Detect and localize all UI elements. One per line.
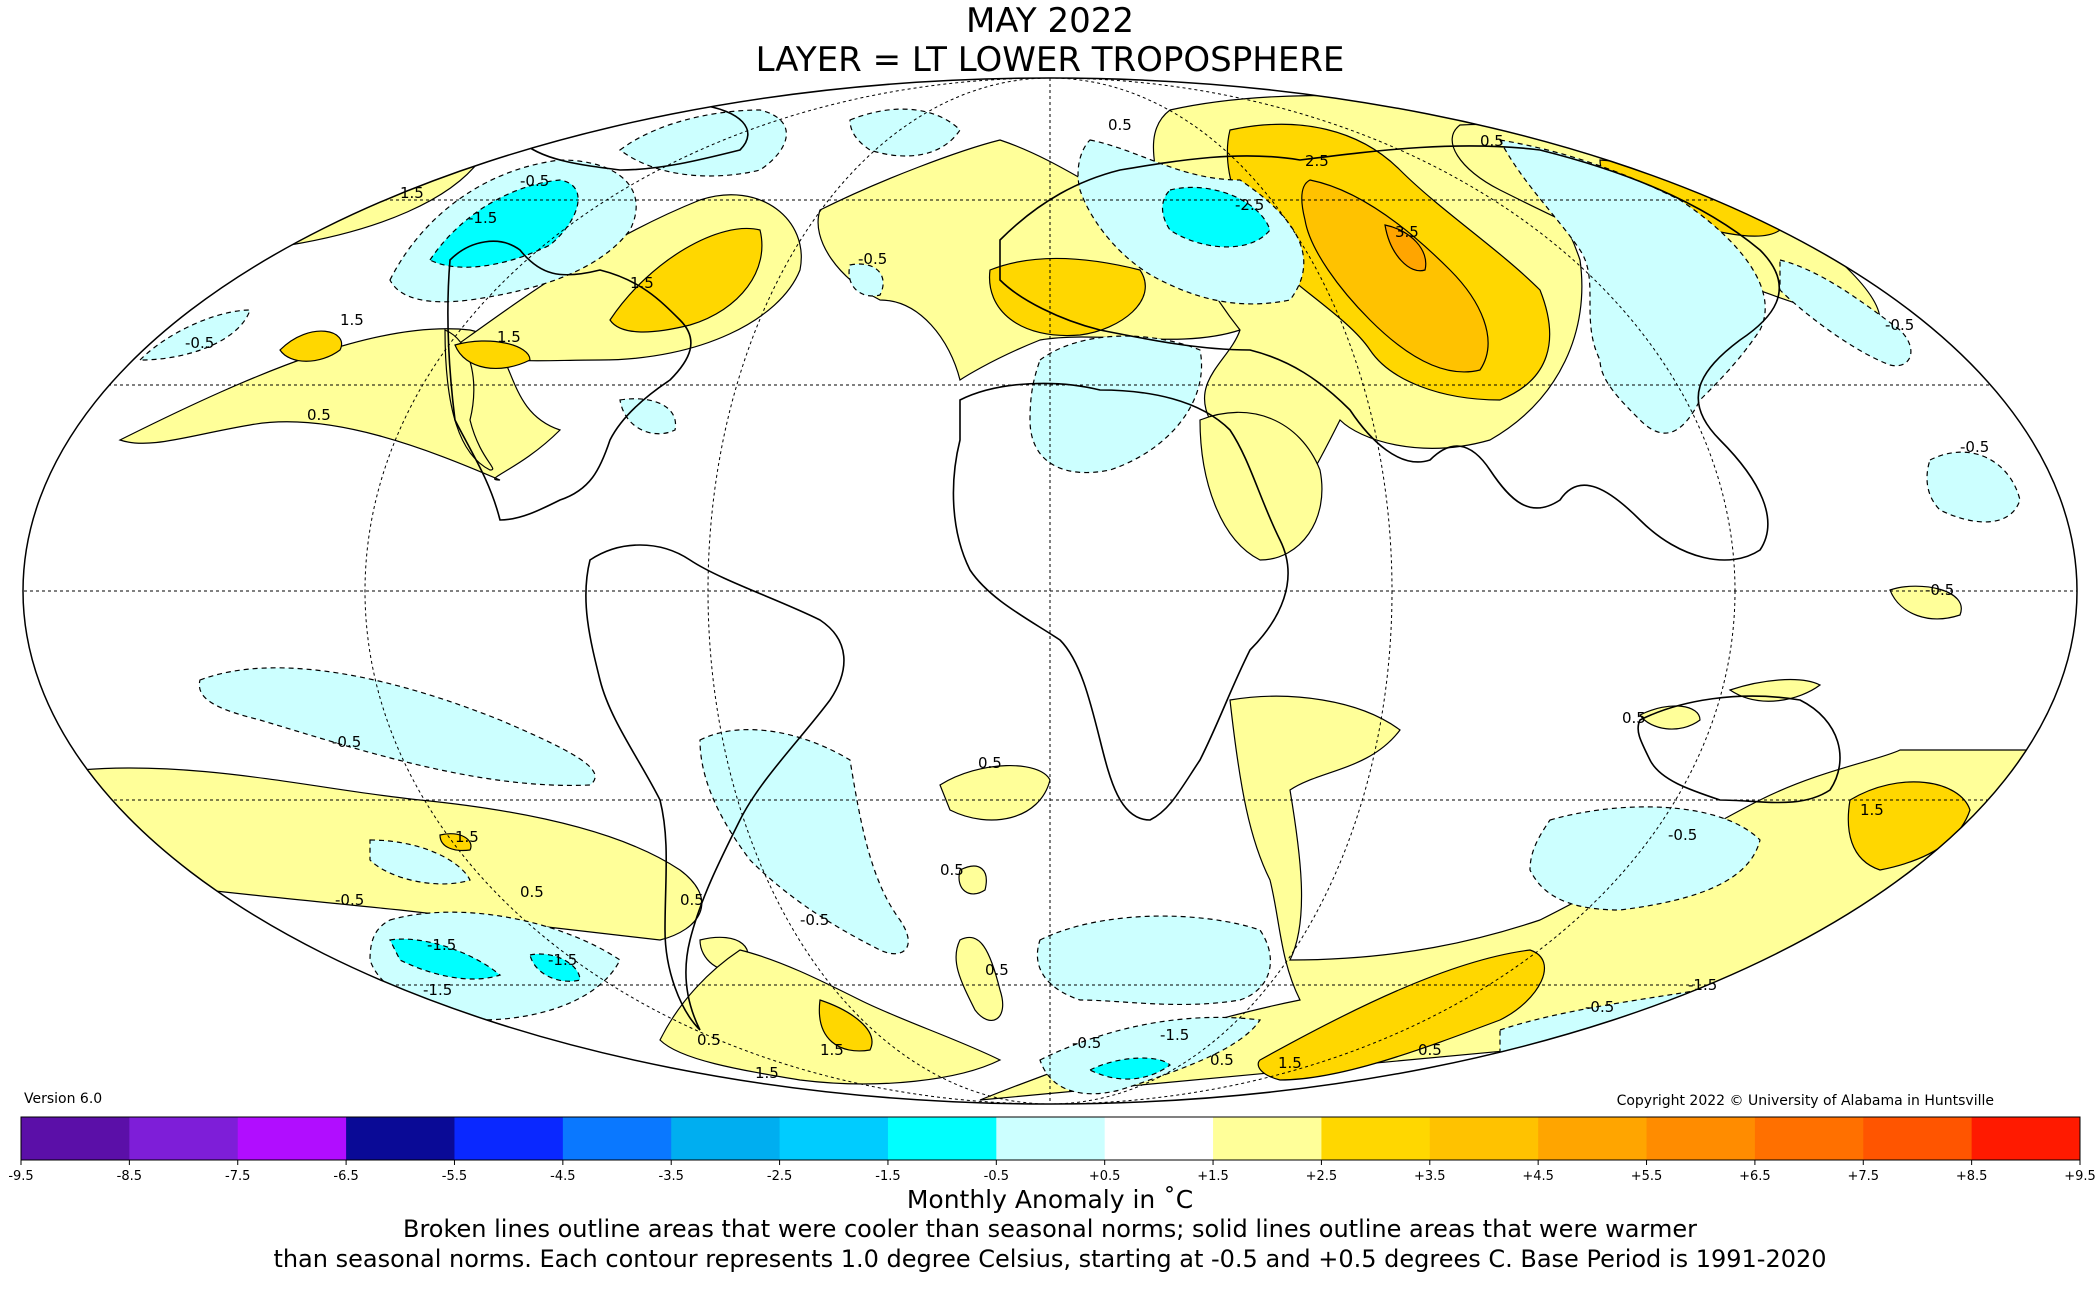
colorbar-tick-label: -3.5 <box>659 1169 684 1184</box>
version-label: Version 6.0 <box>24 1091 103 1107</box>
svg-text:1.5: 1.5 <box>755 1064 779 1082</box>
colorbar-tick-label: -9.5 <box>8 1169 33 1184</box>
colorbar-swatch <box>1863 1117 1973 1160</box>
colorbar-swatch <box>1971 1117 2081 1160</box>
colorbar-tick-label: -7.5 <box>225 1169 250 1184</box>
colorbar-tick-label: -0.5 <box>984 1169 1009 1184</box>
svg-text:-0.5: -0.5 <box>520 172 549 190</box>
colorbar-tick-label: +6.5 <box>1739 1169 1771 1184</box>
svg-text:-0.5: -0.5 <box>1585 998 1614 1016</box>
svg-text:1.5: 1.5 <box>340 311 364 329</box>
svg-text:-0.5: -0.5 <box>858 250 887 268</box>
colorbar-swatch <box>21 1117 130 1160</box>
colorbar-swatch <box>237 1117 347 1160</box>
colorbar-swatch <box>1538 1117 1648 1160</box>
globe-outline <box>22 77 2078 1105</box>
svg-text:0.5: 0.5 <box>307 406 331 424</box>
colorbar-swatch <box>1104 1117 1214 1160</box>
svg-text:-0.5: -0.5 <box>1668 826 1697 844</box>
svg-text:-1.5: -1.5 <box>423 981 452 999</box>
colorbar-tick-label: -4.5 <box>550 1169 575 1184</box>
svg-text:-0.5: -0.5 <box>800 911 829 929</box>
svg-text:3.5: 3.5 <box>1395 223 1419 241</box>
svg-text:-0.5: -0.5 <box>1072 1034 1101 1052</box>
svg-text:1.5: 1.5 <box>400 184 424 202</box>
svg-text:0.5: 0.5 <box>520 883 544 901</box>
colorbar-tick-label: +5.5 <box>1631 1169 1663 1184</box>
svg-text:0.5: 0.5 <box>1480 132 1504 150</box>
svg-text:0.5: 0.5 <box>978 754 1002 772</box>
colorbar-swatches <box>20 1116 2081 1161</box>
copyright-label: Copyright 2022 © University of Alabama i… <box>1616 1093 1994 1109</box>
colorbar-swatch <box>1754 1117 1864 1160</box>
svg-text:-0.5: -0.5 <box>185 334 214 352</box>
svg-text:0.5: 0.5 <box>985 961 1009 979</box>
svg-text:-0.5: -0.5 <box>1960 438 1989 456</box>
cool-anomaly-regions <box>138 108 2051 1101</box>
svg-text:1.5: 1.5 <box>1860 801 1884 819</box>
note-line-2: than seasonal norms. Each contour repres… <box>273 1245 1827 1273</box>
svg-text:1.5: 1.5 <box>455 828 479 846</box>
svg-text:0.5: 0.5 <box>1418 1041 1442 1059</box>
svg-text:2.5: 2.5 <box>1305 152 1329 170</box>
svg-text:1.5: 1.5 <box>1278 1054 1302 1072</box>
svg-text:1.5: 1.5 <box>630 274 654 292</box>
colorbar-swatch <box>454 1117 564 1160</box>
svg-text:-1.5: -1.5 <box>468 209 497 227</box>
colorbar-border <box>20 1116 2081 1161</box>
colorbar-tick-label: -5.5 <box>442 1169 467 1184</box>
colorbar-tick-label: -2.5 <box>767 1169 792 1184</box>
colorbar-swatch <box>1429 1117 1539 1160</box>
colorbar-title: Monthly Anomaly in ˚C <box>906 1185 1194 1214</box>
svg-text:0.5: 0.5 <box>697 1031 721 1049</box>
colorbar-tick-label: +4.5 <box>1522 1169 1554 1184</box>
colorbar-tick-label: +3.5 <box>1414 1169 1446 1184</box>
colorbar-swatch <box>996 1117 1106 1160</box>
colorbar-tick-label: +8.5 <box>1956 1169 1988 1184</box>
colorbar-tick-label: +0.5 <box>1089 1169 1121 1184</box>
svg-text:-0.5: -0.5 <box>1885 316 1914 334</box>
svg-text:0.5: 0.5 <box>940 861 964 879</box>
colorbar-tick-label: +7.5 <box>1847 1169 1879 1184</box>
svg-text:1.5: 1.5 <box>497 328 521 346</box>
svg-text:-0.5: -0.5 <box>335 891 364 909</box>
colorbar-tick-label: -1.5 <box>875 1169 900 1184</box>
svg-text:-1.5: -1.5 <box>427 936 456 954</box>
colorbar-swatch <box>887 1117 997 1160</box>
colorbar-swatch <box>562 1117 672 1160</box>
colorbar-swatch <box>1213 1117 1322 1160</box>
colorbar-swatch <box>1321 1117 1431 1160</box>
note-line-1: Broken lines outline areas that were coo… <box>403 1215 1697 1243</box>
svg-text:0.5: 0.5 <box>680 891 704 909</box>
colorbar-swatch <box>671 1117 781 1160</box>
svg-text:-0.5: -0.5 <box>1925 581 1954 599</box>
svg-text:-0.5: -0.5 <box>332 733 361 751</box>
svg-text:0.5: 0.5 <box>1622 709 1646 727</box>
colorbar-tick-label: -6.5 <box>333 1169 358 1184</box>
svg-text:-1.5: -1.5 <box>1688 976 1717 994</box>
svg-text:0.5: 0.5 <box>1210 1051 1234 1069</box>
colorbar-tick-label: +2.5 <box>1306 1169 1338 1184</box>
svg-text:-2.5: -2.5 <box>1235 196 1264 214</box>
map-subtitle: LAYER = LT LOWER TROPOSPHERE <box>755 40 1345 80</box>
colorbar-tick-label: -8.5 <box>117 1169 142 1184</box>
colorbar-swatch <box>779 1117 889 1160</box>
colorbar-tick-label: +9.5 <box>2064 1169 2096 1184</box>
contour-labels: 0.5 0.5 2.5 3.5 -2.5 -0.5 -1.5 1.5 1.5 1… <box>185 116 1989 1082</box>
colorbar-tick-label: +1.5 <box>1197 1169 1229 1184</box>
map-title: MAY 2022 <box>965 1 1135 41</box>
colorbar-ticks: -9.5 -8.5 -7.5 -6.5 -5.5 -4.5 -3.5 -2.5 -1.5 -0.5… <box>8 1160 2096 1184</box>
svg-text:-1.5: -1.5 <box>548 951 577 969</box>
svg-text:-1.5: -1.5 <box>1160 1026 1189 1044</box>
colorbar-swatch <box>129 1117 239 1160</box>
svg-text:1.5: 1.5 <box>820 1041 844 1059</box>
svg-text:0.5: 0.5 <box>1108 116 1132 134</box>
colorbar-swatch <box>1646 1117 1756 1160</box>
colorbar-swatch <box>346 1117 455 1160</box>
